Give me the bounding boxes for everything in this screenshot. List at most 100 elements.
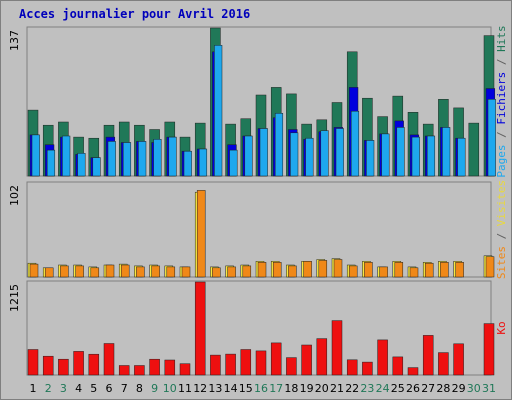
panel-area-sites-visites: [26, 181, 492, 278]
bar-sites-day-4: [75, 265, 84, 278]
day-label-11: 11: [178, 382, 192, 395]
bar-ko-day-6: [103, 343, 115, 376]
bar-sites-day-17: [272, 262, 282, 278]
ymax-label-ko: 1215: [8, 284, 21, 312]
day-label-3: 3: [60, 382, 67, 395]
axis-label-part-0: Ko: [495, 321, 508, 334]
day-label-1: 1: [30, 382, 37, 395]
axis-label-ko: Ko: [495, 321, 508, 334]
bar-ko-day-31: [483, 323, 495, 376]
bar-sites-day-19: [303, 261, 312, 278]
axis-label-sites-visites: Sites / Visites: [495, 180, 508, 279]
bar-sites-day-21: [333, 259, 343, 278]
bar-sites-day-23: [364, 262, 373, 278]
bar-sites-day-27: [424, 262, 434, 278]
bar-ko-day-25: [392, 356, 404, 376]
bar-pages-day-18: [290, 132, 299, 177]
bar-ko-day-20: [316, 338, 328, 376]
bar-ko-day-22: [346, 359, 358, 376]
axis-label-pages-fichiers-hits: Pages / Fichiers / Hits: [495, 25, 508, 177]
day-label-14: 14: [224, 382, 238, 395]
day-label-8: 8: [136, 382, 143, 395]
bar-pages-day-16: [259, 128, 268, 177]
bar-sites-day-28: [440, 262, 449, 278]
bar-ko-day-11: [179, 363, 191, 376]
bar-sites-day-15: [242, 265, 252, 278]
bar-sites-day-3: [60, 265, 69, 278]
bar-pages-day-15: [244, 135, 253, 177]
day-label-31: 31: [482, 382, 496, 395]
bar-ko-day-8: [134, 365, 145, 376]
day-label-17: 17: [269, 382, 283, 395]
ymax-label-pages-fichiers-hits: 137: [8, 30, 21, 51]
bar-sites-day-1: [29, 263, 39, 278]
day-label-12: 12: [193, 382, 207, 395]
day-label-29: 29: [452, 382, 466, 395]
bar-ko-day-13: [210, 354, 221, 376]
day-label-4: 4: [75, 382, 82, 395]
bar-sites-day-25: [394, 262, 404, 278]
day-label-6: 6: [106, 382, 113, 395]
day-label-28: 28: [436, 382, 450, 395]
day-label-23: 23: [360, 382, 374, 395]
bar-sites-day-29: [455, 262, 464, 278]
bar-sites-day-22: [348, 265, 358, 278]
day-label-2: 2: [45, 382, 52, 395]
bar-ko-day-10: [164, 359, 176, 376]
axis-label-part-0: Sites: [495, 246, 508, 279]
bar-sites-day-18: [288, 265, 297, 278]
bar-ko-day-24: [377, 339, 388, 376]
chart-title: Acces journalier pour Avril 2016: [19, 7, 250, 21]
bar-ko-day-12: [194, 281, 206, 376]
day-label-18: 18: [284, 382, 298, 395]
bar-pages-day-1: [31, 134, 40, 177]
bar-pages-day-14: [229, 149, 238, 177]
bar-ko-day-1: [27, 349, 39, 376]
bar-ko-day-7: [118, 365, 130, 376]
day-label-27: 27: [421, 382, 435, 395]
bar-pages-day-26: [411, 136, 420, 177]
bar-ko-day-23: [362, 361, 373, 376]
bar-ko-day-9: [149, 358, 160, 376]
bar-pages-day-10: [168, 136, 177, 177]
bar-pages-day-13: [214, 45, 223, 177]
axis-label-part-0: Pages: [495, 145, 508, 178]
day-label-9: 9: [151, 382, 158, 395]
bar-sites-day-14: [227, 266, 236, 278]
bar-sites-day-8: [136, 266, 145, 278]
axis-label-part-2: Fichiers: [495, 72, 508, 125]
bar-ko-day-15: [240, 349, 252, 376]
bar-pages-day-9: [153, 139, 162, 177]
day-label-7: 7: [121, 382, 128, 395]
day-label-5: 5: [90, 382, 97, 395]
bar-sites-day-2: [44, 267, 54, 278]
axis-label-part-4: Hits: [495, 25, 508, 52]
bar-sites-day-13: [212, 267, 221, 278]
day-label-10: 10: [163, 382, 177, 395]
bar-hits-day-30: [468, 122, 480, 177]
bar-sites-day-20: [318, 260, 328, 278]
bar-pages-day-6: [107, 141, 116, 177]
bar-ko-day-3: [58, 358, 69, 376]
bar-ko-day-21: [331, 320, 343, 376]
bar-ko-day-2: [42, 355, 54, 376]
bar-pages-day-11: [183, 150, 192, 177]
bar-sites-day-7: [120, 264, 130, 278]
bar-pages-day-20: [320, 130, 329, 177]
day-label-13: 13: [208, 382, 222, 395]
bar-pages-day-21: [335, 128, 344, 177]
day-label-16: 16: [254, 382, 268, 395]
bar-pages-day-8: [138, 141, 147, 177]
axis-label-part-3: /: [495, 52, 508, 72]
bar-pages-day-27: [426, 135, 436, 177]
bar-sites-day-12: [196, 190, 206, 278]
bar-pages-day-23: [366, 140, 375, 177]
bar-ko-day-5: [88, 353, 100, 376]
bar-pages-day-12: [198, 148, 208, 177]
day-label-24: 24: [376, 382, 390, 395]
bar-pages-day-17: [274, 113, 284, 177]
bar-sites-day-6: [105, 264, 115, 278]
bar-pages-day-19: [305, 137, 314, 177]
day-label-21: 21: [330, 382, 344, 395]
bar-ko-day-17: [270, 342, 282, 376]
